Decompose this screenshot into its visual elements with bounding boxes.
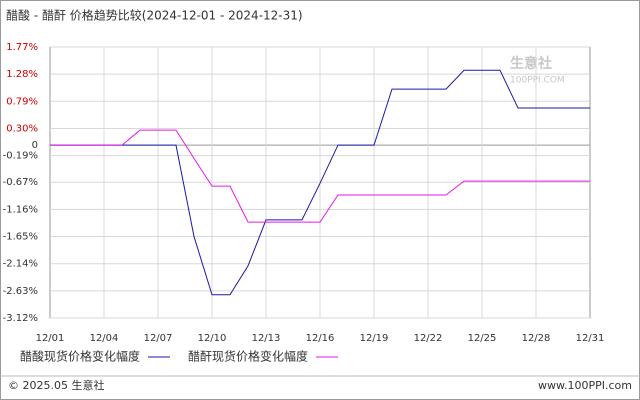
y-tick-label: 0 — [32, 140, 38, 151]
watermark: 生意社 — [510, 55, 552, 72]
x-tick-label: 12/07 — [144, 333, 173, 344]
y-tick-label: -1.16% — [3, 204, 38, 215]
x-tick-label: 12/25 — [468, 333, 497, 344]
y-tick-label: -2.63% — [3, 286, 38, 297]
x-tick-label: 12/04 — [90, 333, 119, 344]
y-tick-label: -2.14% — [3, 259, 38, 270]
x-tick-label: 12/22 — [414, 333, 443, 344]
legend-label: 醋酸现货价格变化幅度 — [20, 349, 140, 364]
y-tick-label: -1.65% — [3, 232, 38, 243]
chart-title: 醋酸 - 醋酐 价格趋势比较(2024-12-01 - 2024-12-31) — [6, 8, 303, 23]
y-tick-label: -0.19% — [3, 151, 38, 162]
x-tick-label: 12/16 — [306, 333, 335, 344]
x-tick-label: 12/28 — [522, 333, 551, 344]
x-tick-label: 12/01 — [36, 333, 65, 344]
footer-left: © 2025.05 生意社 — [8, 378, 104, 392]
y-tick-label: 1.28% — [6, 69, 38, 80]
y-tick-label: 1.77% — [6, 42, 38, 53]
watermark-site: 100PPI.COM — [510, 76, 565, 86]
y-tick-label: -0.67% — [3, 177, 38, 188]
series-line — [50, 69, 590, 296]
footer-right: www.100PPI.com — [538, 379, 632, 392]
x-tick-label: 12/31 — [576, 333, 605, 344]
y-tick-label: 0.79% — [6, 96, 38, 107]
legend-label: 醋酐现货价格变化幅度 — [188, 349, 308, 364]
x-tick-label: 12/19 — [360, 333, 389, 344]
x-tick-label: 12/13 — [252, 333, 281, 344]
y-tick-label: -3.12% — [3, 313, 38, 324]
y-tick-label: 0.30% — [6, 123, 38, 134]
series-line — [50, 129, 590, 223]
x-tick-label: 12/10 — [198, 333, 227, 344]
